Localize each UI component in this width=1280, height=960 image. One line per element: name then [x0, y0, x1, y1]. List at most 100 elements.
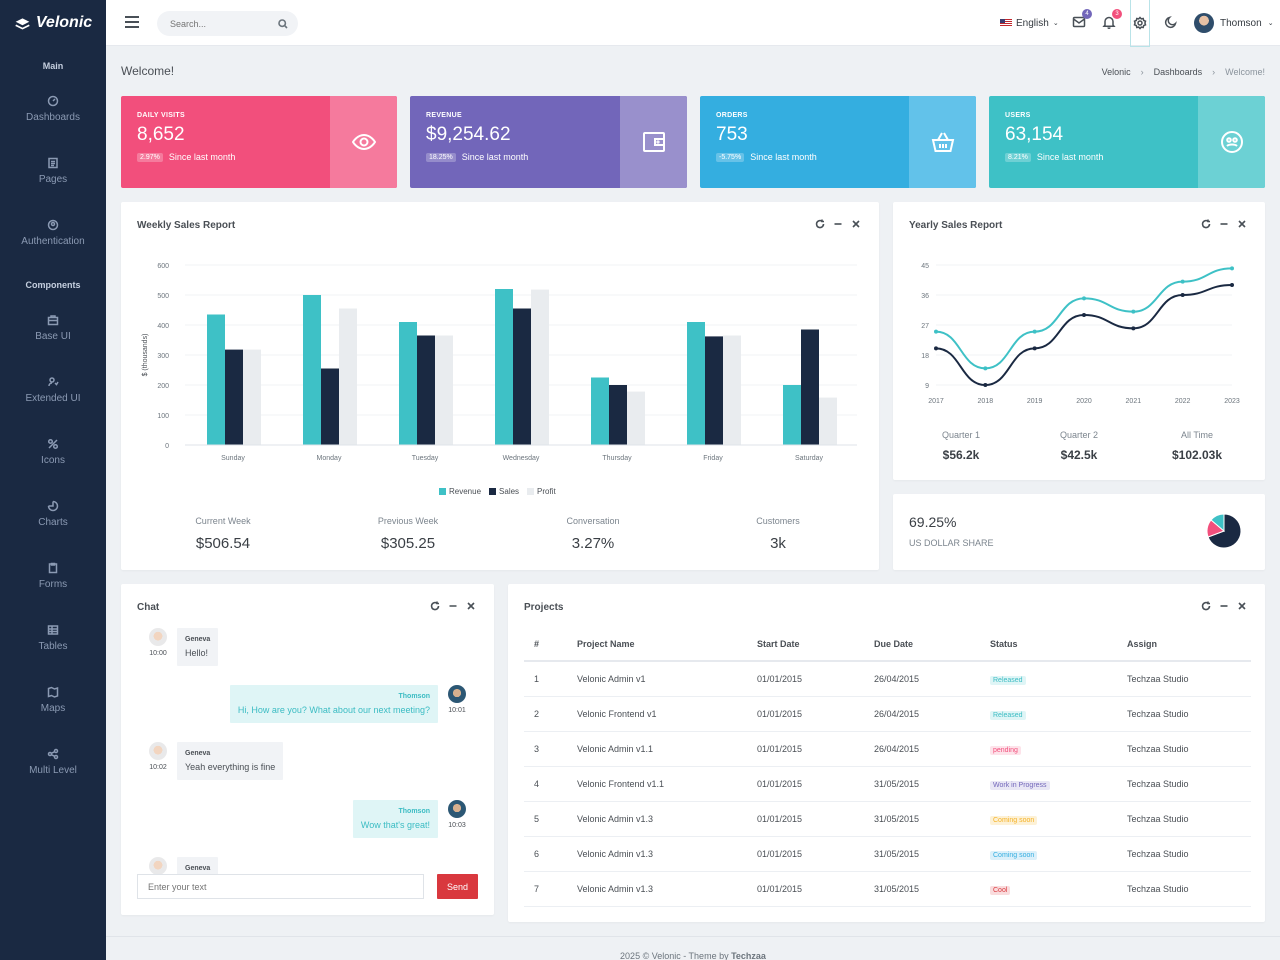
kpi-main: USERS 63,154 8.21% Since last month [989, 96, 1198, 188]
column-header: Status [990, 628, 1127, 662]
chat-message: 10:01 Thomson Hi, How are you? What about… [229, 685, 468, 723]
theme-toggle-button[interactable] [1164, 15, 1180, 31]
sidebar-item-base-ui[interactable]: Base UI [0, 314, 106, 342]
x-tick-label: 2021 [1126, 398, 1142, 405]
bar-revenue [783, 385, 801, 445]
stat-label: All Time [1180, 430, 1213, 440]
table-row[interactable]: 2 Velonic Frontend v1 01/01/2015 26/04/2015… [524, 696, 1251, 732]
close-icon[interactable] [1237, 601, 1247, 611]
minimize-icon[interactable] [448, 601, 458, 611]
stat-label: Previous Week [377, 516, 439, 526]
message-author: Geneva [185, 750, 211, 757]
notification-button[interactable]: 3 [1102, 9, 1122, 31]
user-menu[interactable]: Thomson ⌄ [1194, 13, 1274, 33]
kpi-value: $9,254.62 [426, 124, 511, 145]
bar-revenue [303, 295, 321, 445]
legend-item[interactable]: Revenue [439, 487, 481, 496]
data-point [1180, 279, 1185, 284]
sidebar-item-charts[interactable]: Charts [0, 500, 106, 528]
settings-button[interactable] [1130, 0, 1150, 47]
kpi-label: DAILY VISITS [137, 112, 185, 119]
sidebar-item-multi-level[interactable]: Multi Level [0, 748, 106, 776]
avatar [149, 742, 167, 760]
table-row[interactable]: 6 Velonic Admin v1.3 01/01/2015 31/05/2015 C… [524, 836, 1251, 872]
cell-project-name: Velonic Admin v1.3 [577, 871, 757, 907]
data-point [934, 346, 938, 351]
sidebar-item-extended-ui[interactable]: Extended UI [0, 376, 106, 404]
brand-logo[interactable]: Velonic [0, 0, 106, 46]
chart-icon [47, 500, 59, 512]
sidebar-item-pages[interactable]: Pages [0, 157, 106, 185]
refresh-icon[interactable] [430, 601, 440, 611]
bar-profit [339, 308, 357, 445]
sidebar-item-tables[interactable]: Tables [0, 624, 106, 652]
sidebar-item-maps[interactable]: Maps [0, 686, 106, 714]
legend-item[interactable]: Profit [527, 487, 556, 496]
table-row[interactable]: 7 Velonic Admin v1.3 01/01/2015 31/05/2015 C… [524, 871, 1251, 907]
message-bubble: Thomson Hi, How are you? What about our n… [229, 685, 438, 723]
refresh-icon[interactable] [1201, 219, 1211, 229]
close-icon[interactable] [851, 219, 861, 229]
search-input[interactable] [170, 18, 270, 29]
cell-project-name: Velonic Frontend v1 [577, 696, 757, 732]
close-icon[interactable] [1237, 219, 1247, 229]
footer-brand-link[interactable]: Techzaa [731, 951, 766, 960]
x-tick-label: 2022 [1175, 398, 1191, 405]
sidebar-item-label: Pages [38, 174, 68, 185]
y-tick-label: 27 [921, 323, 929, 330]
close-icon[interactable] [466, 601, 476, 611]
status-badge: Released [990, 675, 1026, 685]
bar-sales [321, 368, 339, 445]
message-time: 10:02 [149, 764, 167, 771]
cell-number: 3 [524, 731, 577, 767]
minimize-icon[interactable] [1219, 219, 1229, 229]
sidebar-item-icons[interactable]: Icons [0, 438, 106, 466]
extended-icon [48, 377, 59, 387]
refresh-icon[interactable] [815, 219, 825, 229]
table-row[interactable]: 1 Velonic Admin v1 01/01/2015 26/04/2015 Rel… [524, 661, 1251, 697]
table-row[interactable]: 3 Velonic Admin v1.1 01/01/2015 26/04/2015 p… [524, 731, 1251, 767]
minimize-icon[interactable] [833, 219, 843, 229]
search-icon[interactable] [278, 18, 288, 29]
sidebar-item-dashboards[interactable]: Dashboards [0, 95, 106, 123]
users-icon [1220, 131, 1243, 153]
sidebar-item-authentication[interactable]: Authentication [0, 219, 106, 247]
breadcrumb-item[interactable]: Velonic [1101, 67, 1131, 77]
column-header: # [524, 628, 577, 662]
breadcrumb-item[interactable]: Dashboards [1153, 67, 1203, 77]
language-selector[interactable]: English ⌄ [1000, 0, 1059, 46]
bar-profit [243, 349, 261, 445]
mail-button[interactable]: 4 [1072, 9, 1092, 31]
cell-assign: Techzaa Studio [1127, 766, 1251, 802]
search-box[interactable] [157, 11, 298, 36]
chevron-right-icon: › [1140, 67, 1144, 77]
avatar [448, 800, 466, 818]
avatar [1194, 13, 1214, 33]
sidebar-item-label: Tables [38, 641, 68, 652]
cell-due-date: 31/05/2015 [874, 871, 990, 907]
user-name: Thomson [1220, 17, 1262, 29]
cell-assign: Techzaa Studio [1127, 871, 1251, 907]
kpi-label: ORDERS [716, 112, 748, 119]
data-point [1180, 293, 1185, 297]
x-tick-label: Friday [703, 455, 723, 462]
legend-item[interactable]: Sales [489, 487, 519, 496]
menu-toggle-icon[interactable] [125, 16, 139, 28]
y-tick-label: 200 [157, 383, 169, 390]
message-bubble: Geneva Hello! [177, 628, 219, 666]
minimize-icon[interactable] [1219, 601, 1229, 611]
chat-message: 10:03 Thomson Wow that's great! [352, 800, 468, 838]
yearly-sales-card: Yearly Sales Report 9 18 27 36 45 2017 2018 201… [893, 202, 1265, 480]
bar-profit [627, 391, 645, 445]
send-button[interactable]: Send [437, 874, 478, 899]
chat-card: Chat 10:00 Geneva Hello! 10:01 Thomson Hi,… [121, 584, 494, 915]
cell-start-date: 01/01/2015 [757, 836, 874, 872]
projects-table: # Project Name Start Date Due Date Statu… [524, 628, 1251, 907]
sidebar-item-forms[interactable]: Forms [0, 562, 106, 590]
table-row[interactable]: 4 Velonic Frontend v1.1 01/01/2015 31/05/20… [524, 766, 1251, 802]
table-row[interactable]: 5 Velonic Admin v1.3 01/01/2015 31/05/2015 C… [524, 801, 1251, 837]
stat-current-week: Current Week $506.54 [153, 516, 293, 552]
chat-input[interactable] [137, 874, 424, 899]
breadcrumb-item-active: Welcome! [1225, 67, 1265, 77]
refresh-icon[interactable] [1201, 601, 1211, 611]
